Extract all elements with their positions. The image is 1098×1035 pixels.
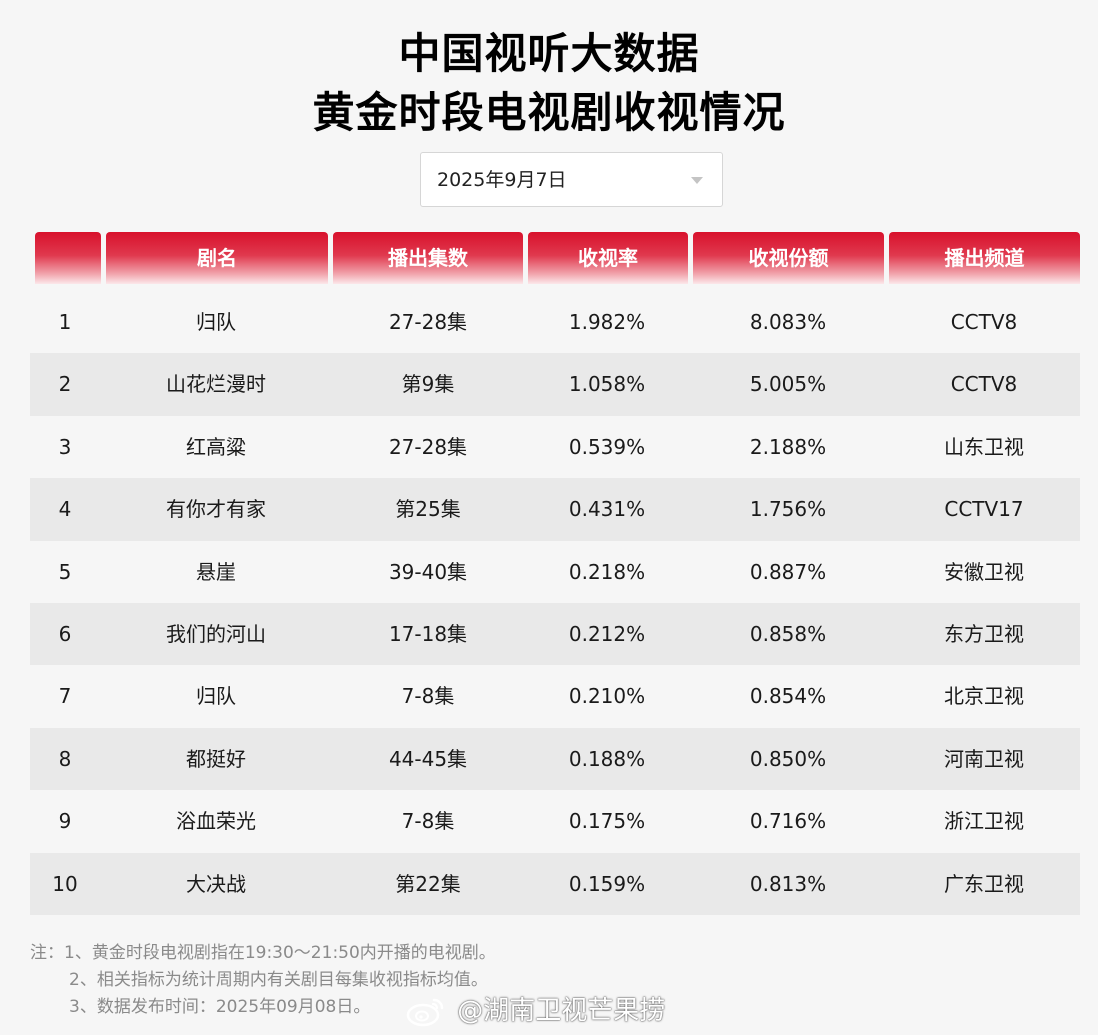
header-share: 收视份额 — [693, 232, 884, 284]
rank-cell: 5 — [58, 559, 72, 584]
share-cell: 0.858% — [749, 621, 827, 646]
rank-cell: 6 — [58, 621, 72, 646]
title-cell: 归队 — [196, 310, 236, 334]
share-cell: 5.005% — [749, 372, 827, 397]
table-row: 7 归队 7-8集 0.210% 0.854% 北京卫视 — [30, 665, 1080, 727]
footnote-3: 3、数据发布时间：2025年09月08日。 — [69, 997, 371, 1017]
rank-cell: 9 — [58, 809, 72, 834]
table-row: 8 都挺好 44-45集 0.188% 0.850% 河南卫视 — [30, 727, 1080, 791]
episodes-cell: 第25集 — [395, 497, 461, 522]
title-cell: 归队 — [196, 684, 236, 709]
share-cell: 0.850% — [749, 746, 827, 771]
chevron-down-icon — [691, 177, 703, 184]
episodes-cell: 7-8集 — [401, 809, 455, 834]
episodes-cell: 27-28集 — [388, 434, 468, 459]
rating-cell: 0.175% — [568, 809, 646, 834]
channel-cell: 河南卫视 — [944, 746, 1024, 771]
episodes-cell: 44-45集 — [388, 746, 468, 771]
rank-cell: 7 — [58, 684, 72, 709]
table-header: 剧名 播出集数 收视率 收视份额 播出频道 — [0, 232, 1098, 284]
title-cell: 我们的河山 — [166, 621, 266, 646]
rank-cell: 3 — [58, 434, 72, 459]
share-cell: 8.083% — [749, 310, 827, 334]
title-cell: 浴血荣光 — [176, 809, 256, 834]
channel-cell: 东方卫视 — [944, 621, 1024, 646]
episodes-cell: 39-40集 — [388, 559, 468, 584]
episodes-cell: 27-28集 — [388, 310, 468, 334]
rating-cell: 1.982% — [568, 310, 646, 334]
rank-cell: 1 — [58, 310, 72, 334]
rating-cell: 0.539% — [568, 434, 646, 459]
table-row: 1 归队 27-28集 1.982% 8.083% CCTV8 — [30, 291, 1080, 353]
date-select[interactable]: 2025年9月7日 — [420, 152, 723, 207]
footnote-1: 注：1、黄金时段电视剧指在19:30～21:50内开播的电视剧。 — [30, 943, 496, 963]
title-cell: 悬崖 — [196, 559, 236, 584]
date-select-value: 2025年9月7日 — [437, 169, 567, 191]
table-body: 1 归队 27-28集 1.982% 8.083% CCTV8 2 山花烂漫时 … — [30, 291, 1080, 915]
episodes-cell: 17-18集 — [388, 621, 468, 646]
footnote-2: 2、相关指标为统计周期内有关剧目每集收视指标均值。 — [69, 970, 488, 990]
channel-cell: 浙江卫视 — [944, 809, 1024, 834]
title-cell: 大决战 — [186, 871, 246, 896]
share-cell: 0.854% — [749, 684, 827, 709]
rating-cell: 0.210% — [568, 684, 646, 709]
title-cell: 红高粱 — [186, 434, 246, 459]
rank-cell: 2 — [58, 372, 72, 397]
rating-cell: 0.159% — [568, 871, 646, 896]
header-rank — [35, 232, 101, 284]
rating-cell: 0.218% — [568, 559, 646, 584]
header-episodes: 播出集数 — [333, 232, 523, 284]
page-title-line2: 黄金时段电视剧收视情况 — [312, 88, 786, 137]
header-rating: 收视率 — [528, 232, 688, 284]
page-title-line1: 中国视听大数据 — [398, 29, 700, 78]
share-cell: 2.188% — [749, 434, 827, 459]
table-row: 4 有你才有家 第25集 0.431% 1.756% CCTV17 — [30, 478, 1080, 541]
rating-cell: 0.188% — [568, 746, 646, 771]
table-row: 6 我们的河山 17-18集 0.212% 0.858% 东方卫视 — [30, 602, 1080, 666]
footnotes: 注：1、黄金时段电视剧指在19:30～21:50内开播的电视剧。 2、相关指标为… — [30, 940, 790, 1021]
rank-cell: 4 — [58, 497, 72, 522]
rating-cell: 0.212% — [568, 621, 646, 646]
channel-cell: CCTV8 — [950, 310, 1018, 334]
table-row: 9 浴血荣光 7-8集 0.175% 0.716% 浙江卫视 — [30, 790, 1080, 852]
share-cell: 0.887% — [749, 559, 827, 584]
title-cell: 山花烂漫时 — [166, 372, 266, 397]
share-cell: 1.756% — [749, 497, 827, 522]
share-cell: 0.813% — [749, 871, 827, 896]
table-row: 2 山花烂漫时 第9集 1.058% 5.005% CCTV8 — [30, 353, 1080, 416]
channel-cell: 山东卫视 — [944, 434, 1024, 459]
episodes-cell: 7-8集 — [401, 684, 455, 709]
rank-cell: 8 — [58, 746, 72, 771]
table-row: 5 悬崖 39-40集 0.218% 0.887% 安徽卫视 — [30, 541, 1080, 603]
title-cell: 有你才有家 — [166, 497, 266, 522]
table-row: 3 红高粱 27-28集 0.539% 2.188% 山东卫视 — [30, 416, 1080, 478]
channel-cell: 北京卫视 — [944, 684, 1024, 709]
watermark: @湖南卫视芒果捞 — [405, 990, 665, 1030]
weibo-icon — [406, 998, 444, 1026]
header-channel: 播出频道 — [889, 232, 1080, 284]
rating-cell: 0.431% — [568, 497, 646, 522]
rating-cell: 1.058% — [568, 372, 646, 397]
header-title: 剧名 — [106, 232, 328, 284]
share-cell: 0.716% — [749, 809, 827, 834]
title-cell: 都挺好 — [186, 746, 246, 771]
watermark-text: @湖南卫视芒果捞 — [457, 996, 666, 1026]
episodes-cell: 第22集 — [395, 871, 461, 896]
table-row: 10 大决战 第22集 0.159% 0.813% 广东卫视 — [30, 852, 1080, 915]
channel-cell: CCTV17 — [944, 497, 1024, 522]
channel-cell: CCTV8 — [950, 372, 1018, 397]
channel-cell: 安徽卫视 — [944, 559, 1024, 584]
channel-cell: 广东卫视 — [944, 871, 1024, 896]
rank-cell: 10 — [52, 871, 78, 896]
episodes-cell: 第9集 — [401, 372, 455, 397]
